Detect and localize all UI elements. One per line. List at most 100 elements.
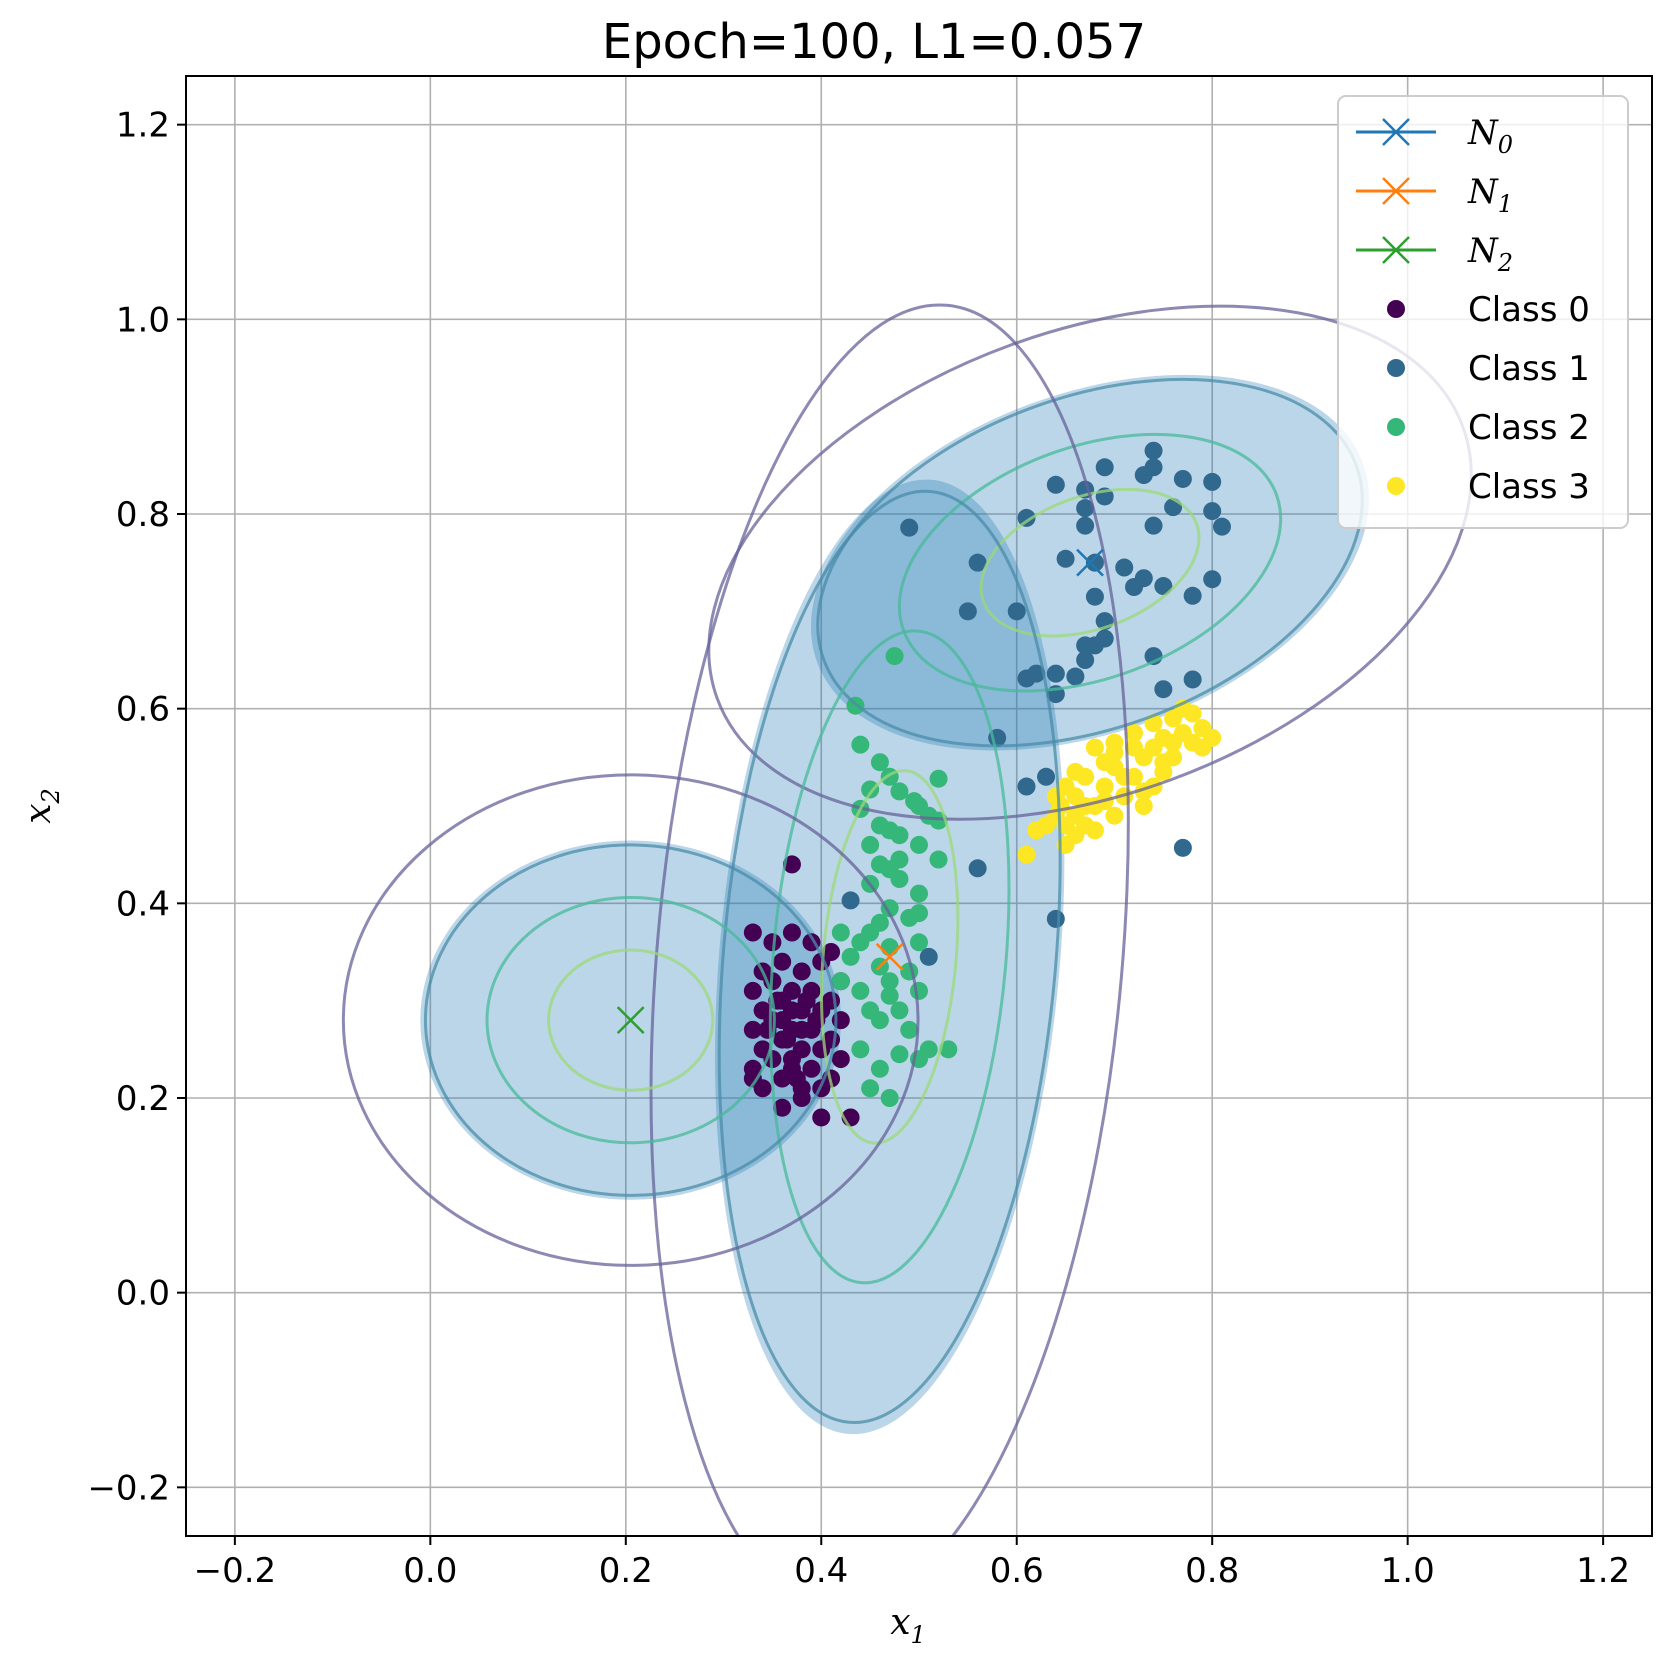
class-3-point-31 [1066, 762, 1085, 781]
x-tick-label-7: 1.2 [1576, 1551, 1630, 1591]
y-tick-label-4: 0.6 [116, 690, 170, 730]
class-2-point-5 [929, 769, 948, 788]
class-1-point-15 [1203, 502, 1222, 521]
class-1-point-18 [968, 553, 987, 572]
gaussian-2-contour-1 [485, 895, 776, 1145]
gaussian-2-contour-3 [341, 773, 920, 1267]
legend-label-class-3: Class 3 [1468, 467, 1590, 507]
gaussian-1-mean-marker [875, 942, 904, 971]
class-2-point-7 [890, 782, 909, 801]
class-3-point-15 [1134, 797, 1153, 815]
legend-label-class-2: Class 2 [1468, 408, 1590, 448]
class-2-point-51 [870, 1059, 889, 1078]
class-1-point-17 [1056, 549, 1075, 568]
x-tick-label-1: 0.0 [403, 1551, 457, 1591]
gaussian-0-mean-marker [1076, 548, 1104, 577]
x-tick-label-0: −0.2 [194, 1551, 277, 1591]
plot-area [341, 303, 1473, 1536]
y-tick-label-0: −0.2 [87, 1468, 170, 1508]
gaussian-2-contour-2 [423, 843, 838, 1197]
class-1-point-28 [958, 602, 977, 621]
class-0-point-1 [763, 933, 782, 952]
x-tick-label-2: 0.2 [599, 1551, 653, 1591]
chart-title: Epoch=100, L1=0.057 [602, 14, 1146, 70]
gaussian-2-mean-marker [616, 1006, 645, 1035]
plot-frame [185, 75, 1653, 1537]
legend-marker-class-2 [1387, 418, 1405, 436]
gaussian-1-contour-3 [649, 303, 1130, 1536]
class-0-point-53 [787, 1069, 806, 1088]
legend-label-class-1: Class 1 [1468, 349, 1590, 389]
legend-label-class-0: Class 0 [1468, 290, 1590, 330]
legend-marker-gaussian-2 [1382, 236, 1410, 264]
class-0-point-41 [812, 1108, 831, 1127]
class-0-point-33 [802, 1059, 821, 1078]
class-2-point-23 [890, 870, 909, 888]
class-1-point-13 [1144, 516, 1163, 535]
class-2-point-6 [861, 780, 880, 799]
scatter-points [743, 441, 1231, 1127]
class-0-point-46 [773, 1011, 792, 1030]
class-1-point-40 [1154, 680, 1173, 699]
class-1-point-25 [1183, 586, 1202, 605]
class-1-point-44 [1037, 767, 1056, 786]
class-0-point-39 [773, 1098, 792, 1117]
class-2-point-34 [841, 947, 860, 966]
y-axis-label: x2 [18, 788, 65, 824]
class-2-point-43 [870, 1011, 889, 1030]
class-1-point-12 [1076, 516, 1095, 535]
class-1-point-47 [841, 891, 860, 910]
class-2-point-39 [880, 986, 899, 1005]
class-1-point-43 [1017, 777, 1036, 796]
class-1-point-19 [1085, 553, 1104, 572]
class-0-point-28 [812, 1040, 831, 1059]
gaussian-2-contour-0 [547, 948, 715, 1092]
class-3-point-29 [1125, 724, 1144, 742]
class-1-point-10 [1164, 498, 1183, 517]
class-1-point-48 [1046, 909, 1065, 928]
class-1-point-45 [1173, 838, 1192, 857]
class-3-point-40 [1183, 704, 1202, 723]
class-2-point-40 [910, 981, 928, 1000]
gaussian-1-contour-2 [717, 489, 1062, 1425]
legend-label-gaussian-0: N0 [1467, 113, 1513, 159]
class-2-point-24 [910, 884, 928, 903]
class-3-point-11 [1105, 806, 1124, 825]
class-2-point-45 [851, 1040, 870, 1059]
class-0-point-49 [797, 991, 816, 1010]
legend-label-gaussian-1: N1 [1467, 172, 1513, 218]
x-tick-label-4: 0.6 [990, 1551, 1044, 1591]
class-1-point-0 [1144, 441, 1163, 460]
y-tick-label-1: 0.0 [116, 1274, 170, 1314]
class-1-point-14 [1212, 517, 1231, 536]
class-1-point-9 [1076, 499, 1095, 518]
class-1-point-34 [1076, 651, 1095, 669]
class-0-point-40 [792, 1089, 811, 1107]
class-0-point-0 [743, 923, 762, 942]
legend-label-gaussian-2: N2 [1467, 231, 1513, 277]
class-3-point-47 [1046, 787, 1065, 806]
y-tick-label-6: 1.0 [116, 300, 170, 340]
class-3-point-39 [1144, 738, 1163, 757]
class-3-point-27 [1085, 738, 1104, 757]
class-2-point-42 [890, 1001, 909, 1020]
class-0-point-50 [778, 1030, 797, 1049]
class-2-point-32 [880, 938, 899, 957]
class-0-point-44 [782, 855, 801, 874]
class-1-point-22 [1154, 577, 1173, 596]
class-0-point-48 [782, 1050, 801, 1069]
class-1-point-1 [1095, 458, 1114, 477]
class-3-point-26 [1164, 709, 1183, 728]
class-0-point-29 [831, 1050, 850, 1069]
class-3-point-42 [1125, 738, 1144, 757]
gaussian-means [616, 548, 1104, 1035]
x-tick-label-6: 1.0 [1381, 1551, 1435, 1591]
class-3-point-49 [1164, 733, 1183, 752]
class-0-point-47 [792, 1020, 811, 1039]
class-2-point-15 [890, 826, 909, 845]
class-1-point-37 [1046, 664, 1065, 683]
class-2-point-2 [851, 735, 870, 754]
legend-marker-gaussian-0 [1382, 118, 1410, 146]
x-tick-label-5: 0.8 [1185, 1551, 1239, 1591]
